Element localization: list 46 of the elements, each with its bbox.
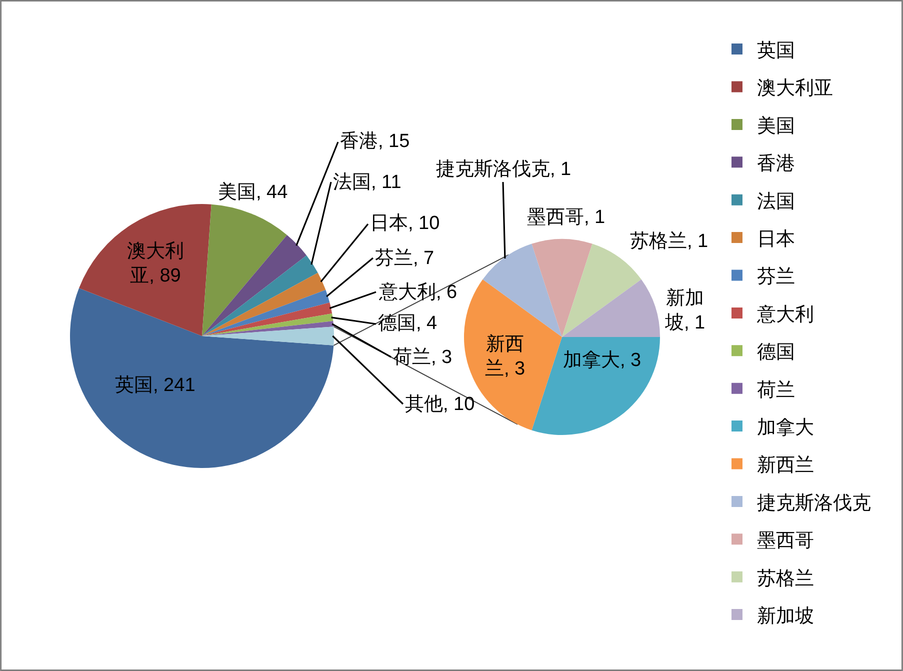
legend-label: 法国 — [756, 191, 795, 212]
data-label: 其他, 10 — [405, 394, 475, 415]
data-label: 德国, 4 — [378, 313, 438, 334]
data-label: 澳大利亚, 89 — [127, 241, 184, 287]
legend-label: 意大利 — [756, 304, 814, 326]
data-label: 法国, 11 — [333, 172, 402, 193]
legend-label: 芬兰 — [756, 266, 795, 288]
legend-label: 新西兰 — [756, 454, 814, 476]
pie-slice — [202, 302, 332, 336]
pie-slice — [202, 255, 318, 336]
pie-slice — [202, 235, 307, 336]
data-label: 香港, 15 — [340, 131, 410, 152]
legend-label: 苏格兰 — [756, 568, 814, 590]
pie-slice — [202, 320, 334, 336]
legend-label: 新加坡 — [756, 604, 814, 627]
pie-slice — [70, 288, 334, 468]
legend-label: 德国 — [756, 342, 795, 364]
legend-label: 香港 — [756, 154, 795, 175]
legend-label: 加拿大 — [756, 417, 814, 438]
legend-label: 英国 — [756, 40, 795, 62]
data-label: 加拿大, 3 — [563, 350, 642, 371]
data-label: 美国, 44 — [218, 181, 288, 203]
pie-slice — [532, 337, 660, 435]
pie-slice — [532, 239, 592, 337]
data-label: 芬兰, 7 — [375, 248, 434, 269]
data-label: 捷克斯洛伐克, 1 — [436, 159, 572, 180]
legend-label: 澳大利亚 — [756, 78, 833, 100]
legend-label: 捷克斯洛伐克 — [756, 492, 871, 514]
legend-label: 荷兰 — [756, 380, 795, 401]
pie-slice — [202, 204, 288, 336]
data-label: 日本, 10 — [370, 213, 440, 234]
data-label: 苏格兰, 1 — [630, 231, 708, 252]
pie-slice — [202, 313, 334, 336]
data-label: 荷兰, 3 — [393, 347, 452, 368]
pie-slice — [562, 279, 660, 337]
data-label: 新加坡, 1 — [664, 287, 706, 334]
legend-label: 美国 — [756, 114, 795, 137]
pie-slice — [202, 290, 330, 336]
data-label: 墨西哥, 1 — [527, 207, 606, 228]
data-label: 新西兰, 3 — [485, 333, 526, 380]
data-label: 英国, 241 — [115, 375, 196, 396]
legend-label: 墨西哥 — [756, 530, 814, 552]
data-label: 意大利, 6 — [378, 282, 458, 303]
pie-slice — [202, 272, 326, 336]
pie-slice — [78, 204, 212, 336]
legend-label: 日本 — [756, 228, 795, 250]
